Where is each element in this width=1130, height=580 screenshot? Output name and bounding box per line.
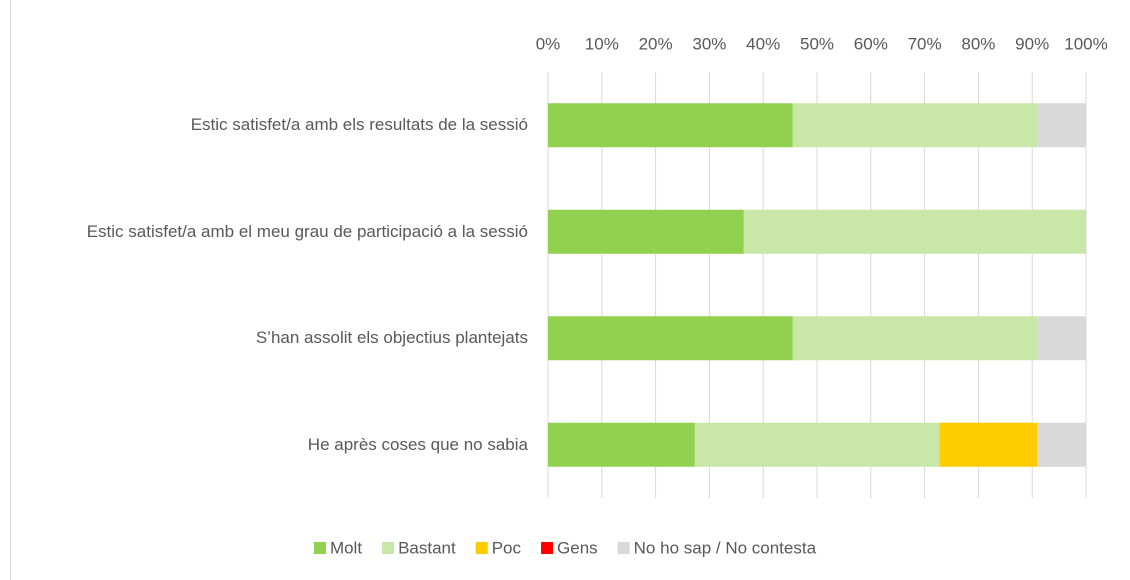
bar-segment	[792, 316, 1038, 361]
x-tick-label: 20%	[639, 34, 673, 53]
y-tick-label: S’han assolit els objectius plantejats	[255, 328, 528, 348]
bar-segment	[548, 103, 793, 148]
legend-swatch	[617, 542, 630, 554]
legend-swatch	[382, 542, 395, 554]
bar-segment	[1037, 316, 1086, 361]
bar-segment	[792, 103, 1038, 148]
x-tick-label: 80%	[961, 34, 995, 53]
bar-segment	[743, 209, 1086, 254]
x-tick-label: 0%	[536, 34, 561, 53]
category-label-box: Estic satisfet/a amb els resultats de la…	[8, 113, 528, 137]
bar-segment	[548, 316, 793, 361]
y-tick-label: Estic satisfet/a amb el meu grau de part…	[86, 221, 528, 241]
legend-label: Molt	[330, 538, 362, 557]
x-tick-label: 10%	[585, 34, 619, 53]
legend-label: Bastant	[398, 538, 456, 557]
bar-segment	[548, 209, 744, 254]
x-tick-label: 40%	[746, 34, 780, 53]
x-tick-label: 50%	[800, 34, 834, 53]
bar-segment	[1037, 103, 1086, 148]
bar-segment	[548, 422, 695, 467]
x-tick-label: 90%	[1015, 34, 1049, 53]
bar-segment	[939, 422, 1038, 467]
bar-segment	[1037, 422, 1086, 467]
y-tick-label: Estic satisfet/a amb els resultats de la…	[190, 115, 528, 135]
legend-label: No ho sap / No contesta	[634, 538, 817, 557]
bar-segment	[694, 422, 940, 467]
x-tick-label: 60%	[854, 34, 888, 53]
legend-label: Poc	[492, 538, 522, 557]
x-tick-label: 70%	[908, 34, 942, 53]
legend-swatch	[475, 542, 488, 554]
category-label-box: S’han assolit els objectius plantejats	[8, 326, 528, 350]
x-tick-label: 100%	[1064, 34, 1107, 53]
legend-label: Gens	[557, 538, 598, 557]
legend-swatch	[541, 542, 554, 554]
y-tick-label: He après coses que no sabia	[307, 434, 528, 454]
legend-swatch	[313, 542, 326, 554]
category-label-box: He après coses que no sabia	[8, 433, 528, 457]
x-tick-label: 30%	[692, 34, 726, 53]
category-label-box: Estic satisfet/a amb el meu grau de part…	[8, 220, 528, 244]
